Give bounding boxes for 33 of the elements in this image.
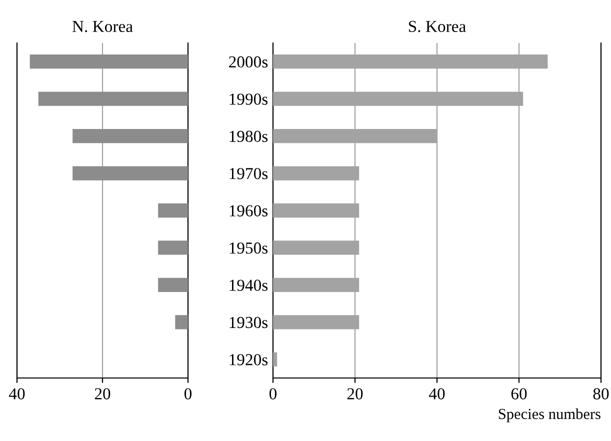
chart-title: S. Korea — [408, 20, 466, 32]
y-tick-label: 1970s — [230, 168, 268, 180]
bar — [158, 240, 188, 255]
y-tick-label: 1930s — [230, 316, 268, 328]
chart-title: N. Korea — [72, 20, 133, 32]
bar — [273, 92, 524, 106]
bar — [273, 128, 437, 144]
y-tick-label: 1980s — [230, 130, 268, 142]
bar — [158, 278, 188, 292]
x-tick-label: 0 — [184, 388, 192, 400]
bar — [273, 315, 360, 330]
x-tick-label: 40 — [428, 388, 445, 400]
x-tick-label: 60 — [511, 388, 527, 400]
y-tick-label: 1950s — [230, 242, 268, 254]
bar — [273, 203, 360, 218]
x-axis-title: Species numbers — [498, 408, 600, 422]
bar — [273, 278, 360, 292]
y-tick-label: 1920s — [230, 354, 268, 366]
y-tick-label: 1960s — [230, 205, 268, 216]
y-tick-label: 1940s — [230, 280, 268, 291]
bar — [273, 166, 360, 180]
bar — [273, 240, 360, 255]
x-tick-label: 40 — [8, 388, 25, 400]
y-tick-label: 2000s — [229, 56, 268, 68]
x-tick-label: 0 — [269, 388, 277, 400]
bar — [273, 54, 548, 69]
x-tick-label: 20 — [94, 388, 110, 400]
y-tick-label: 1990s — [230, 94, 268, 105]
x-tick-label: 20 — [347, 388, 363, 400]
x-tick-label: 80 — [593, 388, 609, 400]
bar — [175, 315, 188, 330]
bar — [273, 352, 278, 366]
bar — [158, 203, 188, 218]
